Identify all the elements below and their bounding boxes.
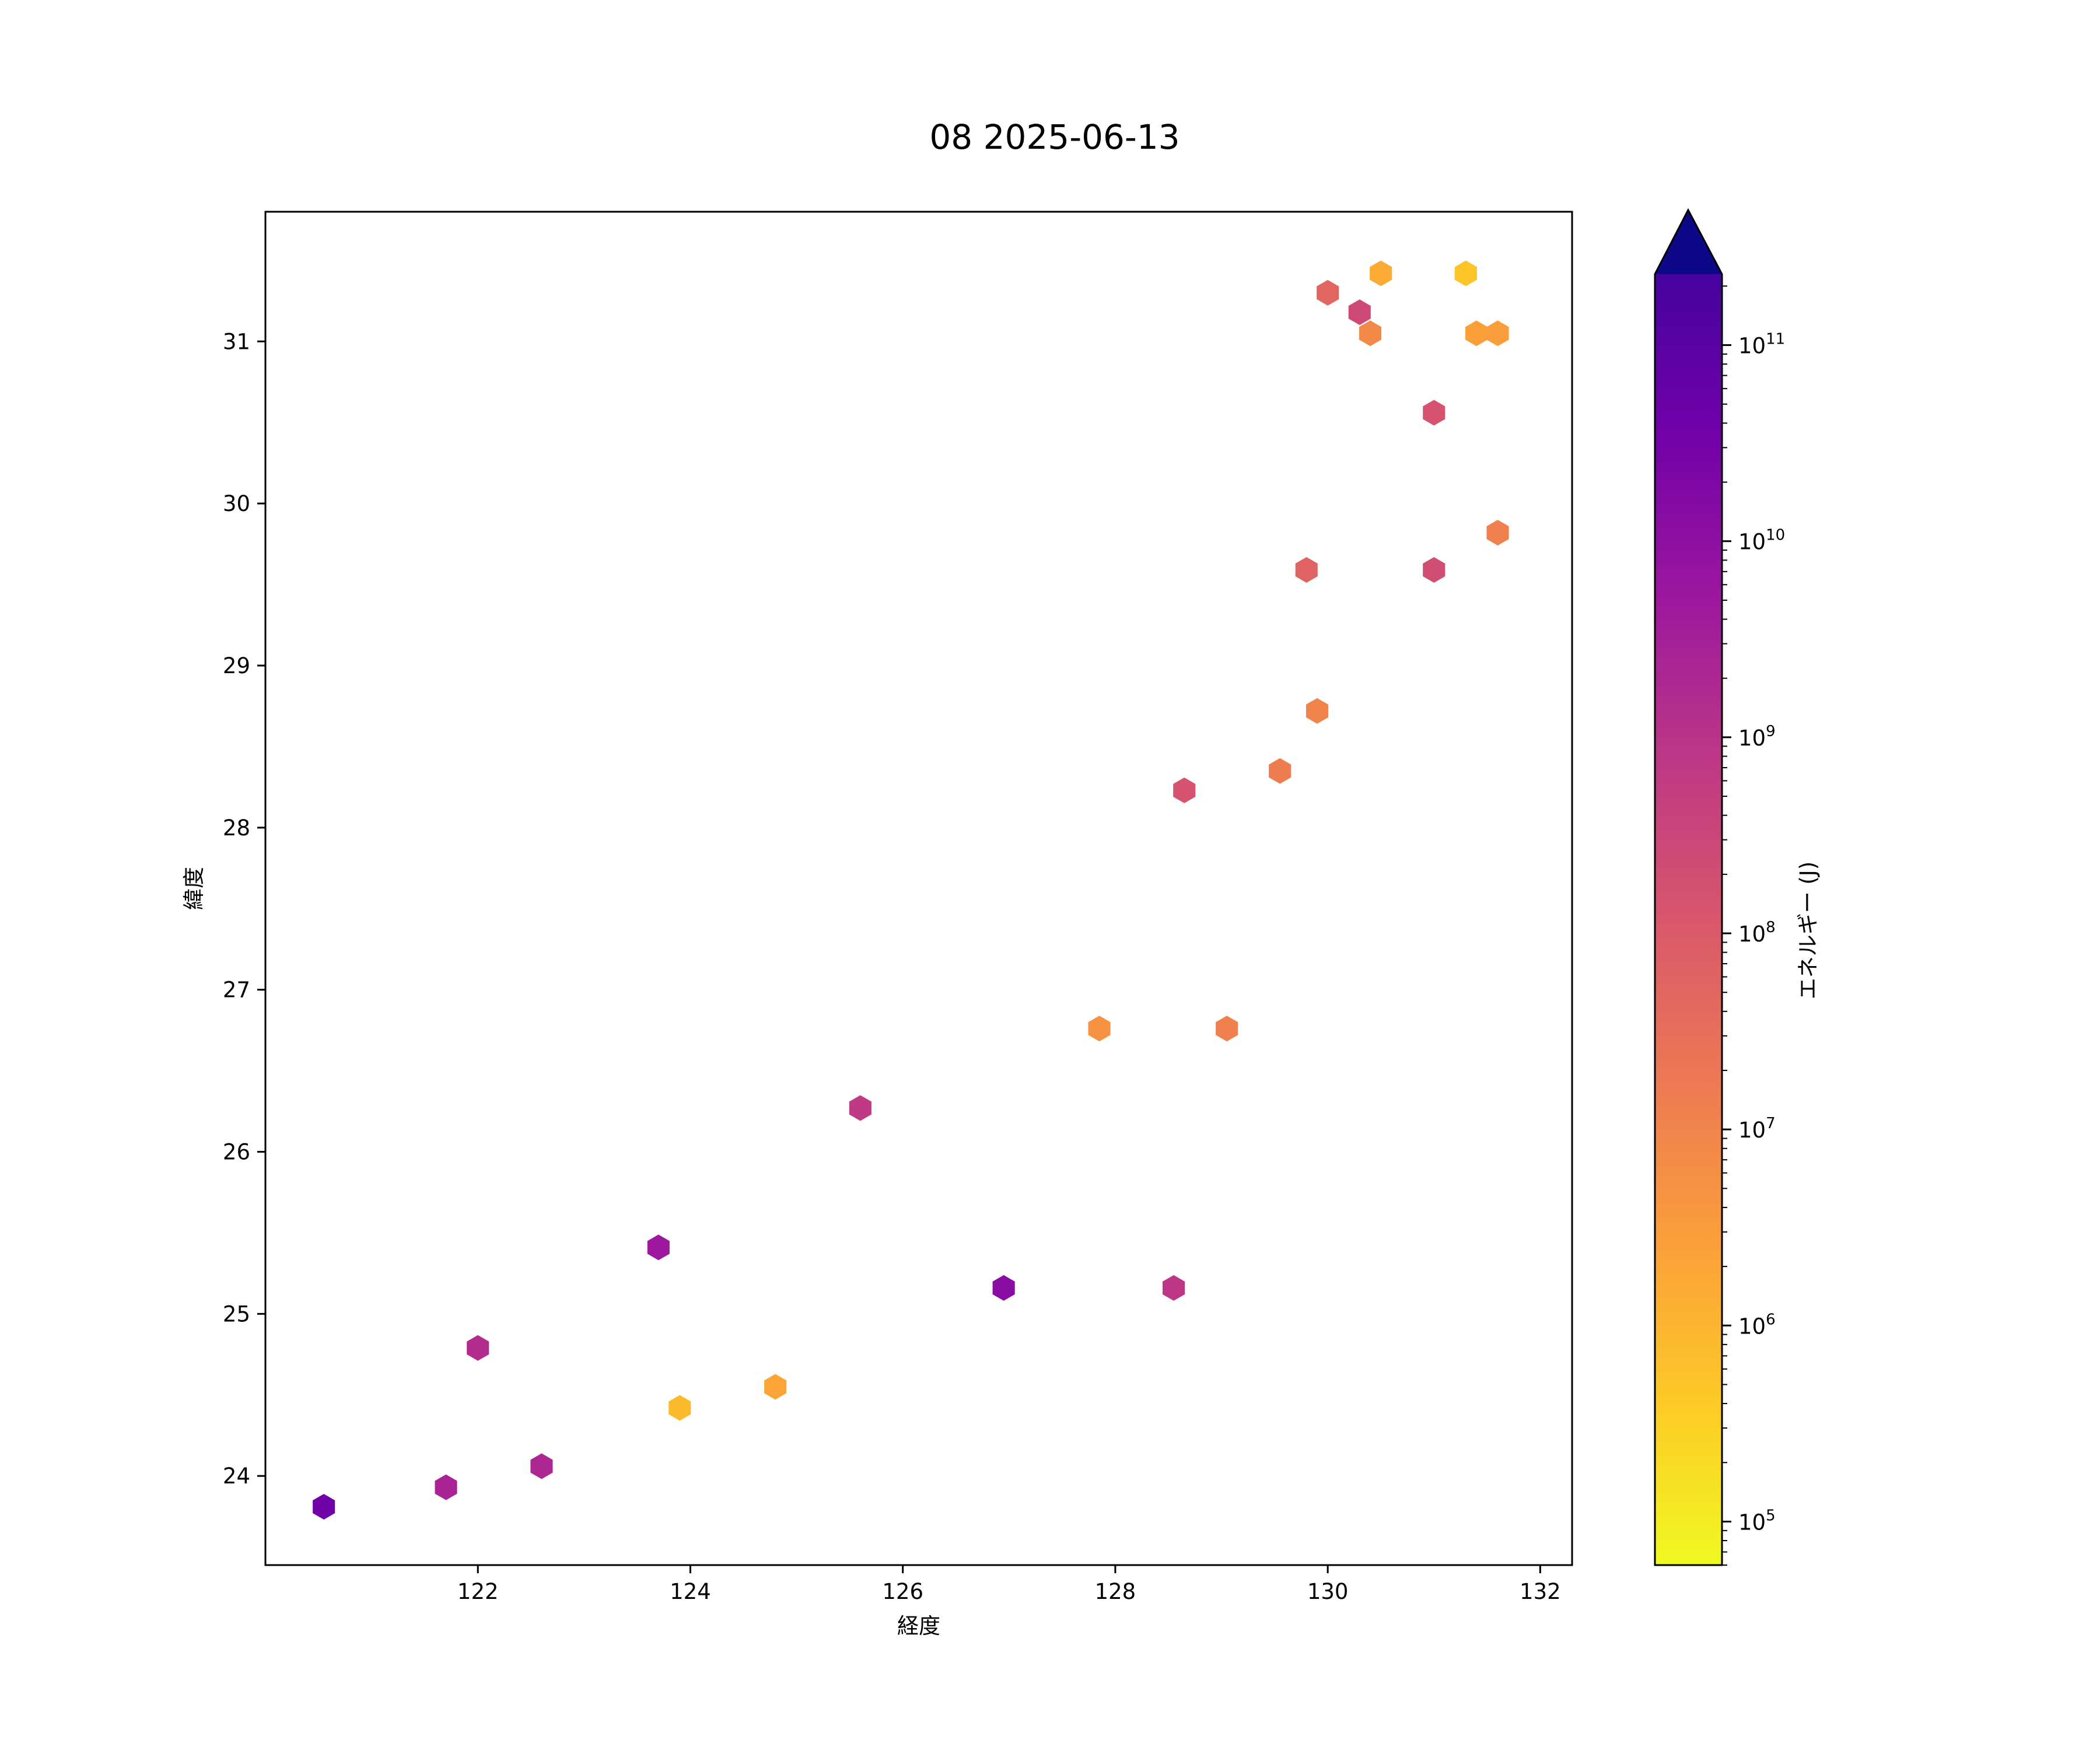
- colorbar-tick-label: 106: [1738, 1311, 1776, 1339]
- colorbar-extend-arrow: [1655, 210, 1722, 274]
- data-point: [668, 1395, 691, 1421]
- data-point: [313, 1494, 335, 1520]
- colorbar-ticks: 105 106 107 108 109 1010 1011: [1722, 285, 1785, 1566]
- colorbar-tick-label: 108: [1738, 919, 1776, 947]
- y-axis-label: 緯度: [181, 867, 206, 910]
- y-tick-label: 30: [223, 491, 250, 516]
- data-point: [1486, 320, 1509, 346]
- x-tick-label: 122: [457, 1579, 499, 1604]
- y-tick-label: 31: [223, 329, 250, 354]
- data-point: [1486, 520, 1509, 546]
- data-points: [313, 260, 1509, 1520]
- data-point: [1348, 299, 1371, 326]
- colorbar-tick-label: 1011: [1738, 331, 1785, 359]
- data-point: [1306, 698, 1328, 724]
- data-point: [1088, 1016, 1111, 1042]
- data-point: [435, 1474, 457, 1500]
- plot-frame: [264, 211, 1573, 1566]
- x-tick-label: 130: [1307, 1579, 1349, 1604]
- data-point: [1359, 320, 1381, 346]
- y-tick-label: 25: [223, 1301, 250, 1326]
- y-tick-label: 29: [223, 653, 250, 678]
- data-point: [1423, 557, 1446, 583]
- x-tick-label: 126: [882, 1579, 923, 1604]
- data-point: [1423, 400, 1446, 426]
- y-tick-label: 28: [223, 816, 250, 841]
- plot-area: 122 124 126 128 130 132 24 25 26 27 28 29 30 31: [223, 211, 1573, 1604]
- data-point: [1216, 1016, 1238, 1042]
- data-point: [647, 1234, 670, 1261]
- data-point: [1317, 279, 1339, 306]
- y-axis-ticks: 24 25 26 27 28 29 30 31: [223, 329, 265, 1489]
- data-point: [1454, 260, 1477, 286]
- data-point: [467, 1335, 489, 1361]
- chart-title: 08 2025-06-13: [929, 117, 1180, 157]
- colorbar-label: エネルギー (J): [1796, 862, 1821, 1000]
- colorbar-tick-label: 1010: [1738, 527, 1785, 555]
- data-point: [1370, 260, 1392, 286]
- data-point: [849, 1095, 872, 1121]
- data-point: [530, 1453, 553, 1479]
- data-point: [1295, 557, 1318, 583]
- x-tick-label: 128: [1095, 1579, 1136, 1604]
- x-tick-label: 124: [670, 1579, 711, 1604]
- colorbar-outline: [1654, 208, 1723, 1566]
- colorbar-tick-label: 105: [1738, 1507, 1776, 1535]
- data-point: [992, 1275, 1015, 1301]
- data-point: [764, 1374, 787, 1400]
- colorbar-gradient: [1655, 274, 1722, 1565]
- data-point: [1269, 758, 1292, 784]
- colorbar-tick-label: 109: [1738, 723, 1776, 751]
- x-tick-label: 132: [1520, 1579, 1561, 1604]
- x-axis-label: 経度: [897, 1614, 940, 1639]
- colorbar-tick-label: 107: [1738, 1115, 1776, 1143]
- y-tick-label: 24: [223, 1464, 250, 1489]
- x-axis-ticks: 122 124 126 128 130 132: [457, 1565, 1561, 1604]
- colorbar: 105 106 107 108 109 1010 1011 エネルギー (J): [1654, 208, 1821, 1566]
- data-point: [1465, 320, 1488, 346]
- data-point: [1173, 777, 1196, 803]
- y-tick-label: 27: [223, 978, 250, 1003]
- data-point: [1163, 1275, 1185, 1301]
- y-tick-label: 26: [223, 1139, 250, 1164]
